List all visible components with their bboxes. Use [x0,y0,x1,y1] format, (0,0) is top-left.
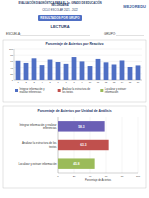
bar [16,61,21,80]
y-tick-label: 40 [10,67,13,70]
x-tick-label: 10 [89,81,92,83]
bar [120,60,125,80]
x-tick-label: 1 [17,81,19,83]
bar [58,121,105,131]
bar [40,65,45,80]
bar [72,57,77,80]
bar [24,63,29,80]
x-tick-label: 16 [137,81,140,83]
bar [104,62,109,80]
x-tick-label: 5 [49,81,51,83]
bar [96,59,101,80]
group-swatch [100,89,103,92]
grid-line [138,117,139,173]
x-axis [58,173,138,174]
x-tick-label: 2 [25,81,27,83]
data-label: 45.8 [73,162,79,166]
y-tick-label: Localizar y extraer información [18,162,57,166]
bar [58,158,95,168]
group-label: Analizar la estructura delos textos [62,87,91,94]
group-label: Localizar y extraerinformación [105,87,126,94]
cycle: CICLO ESCOLAR 2021 - 2022 [42,8,78,12]
x-tick-label: 11 [97,81,100,83]
bar [112,65,117,81]
bar [80,61,85,80]
x-tick-label: 100 [136,175,141,178]
y-tick-label: Integrar información y realizarinferenci… [20,123,58,130]
y-tick-label: 20 [10,73,13,76]
data-label: 58.3 [78,125,84,129]
bars [16,57,141,80]
y-axis [14,49,15,80]
x-tick-label: 60 [105,175,108,178]
logo: MEJOREDU [123,4,146,9]
bar [32,58,37,80]
grid-line [14,49,142,50]
y-tick-label: 100 [9,48,14,51]
badge-box [38,15,82,21]
x-tick-label: 20 [73,175,76,178]
grid-line [14,55,142,56]
x-tick-label: 15 [129,81,132,83]
x-tick-label: 14 [121,81,124,83]
y-tick-label: 80 [10,54,13,57]
y-tick-label: 60 [10,60,13,63]
group-swatch [15,89,18,92]
y-tick-label: Analizar la estructura de lostextos [22,141,57,148]
x-tick-label: 6 [57,81,59,83]
bar [58,140,109,150]
bars [58,121,109,169]
background [0,0,149,198]
data-label: 63.3 [80,143,86,147]
x-tick-label: 13 [113,81,116,83]
bar [128,67,133,80]
bar [64,64,69,80]
x-tick-label: 80 [121,175,124,178]
chart2-frame [3,106,146,188]
x-tick-label: 8 [73,81,75,83]
school-line [20,35,90,36]
group-line [116,35,144,36]
x-axis-label: Porcentaje de Aciertos [85,178,112,182]
chart-title: Porcentaje de Aciertos por Reactivo [45,42,103,46]
x-tick-label: 12 [105,81,108,83]
group-label: Integrar información yrealizar inferenci… [20,87,46,94]
chart1-frame [3,40,146,102]
x-tick-label: 9 [81,81,83,83]
chart-title: Porcentaje de Aciertos por Unidad de Aná… [37,109,111,113]
group-swatch [58,89,61,92]
bar [136,65,141,80]
header-title: EVALUACIÓN DIAGNÓSTICA PARA EL 1o. GRADO… [18,0,101,7]
subject: LECTURA [50,24,69,29]
x-tick-label: 4 [41,81,43,83]
group-label: GRUPO: [104,32,116,36]
page: EVALUACIÓN DIAGNÓSTICA PARA EL 1o. GRADO… [0,0,149,198]
x-tick-label: 0 [57,175,59,178]
x-tick-label: 3 [33,81,35,83]
x-tick-label: 7 [65,81,67,83]
y-tick-label: 0 [12,79,14,82]
badge: RESULTADOS POR GRUPO [40,16,80,20]
school-label: ESCUELA: [6,32,21,36]
bar [56,62,61,80]
grid-line [122,117,123,173]
bar [48,60,53,80]
bar [88,66,93,80]
x-tick-label: 40 [89,175,92,178]
